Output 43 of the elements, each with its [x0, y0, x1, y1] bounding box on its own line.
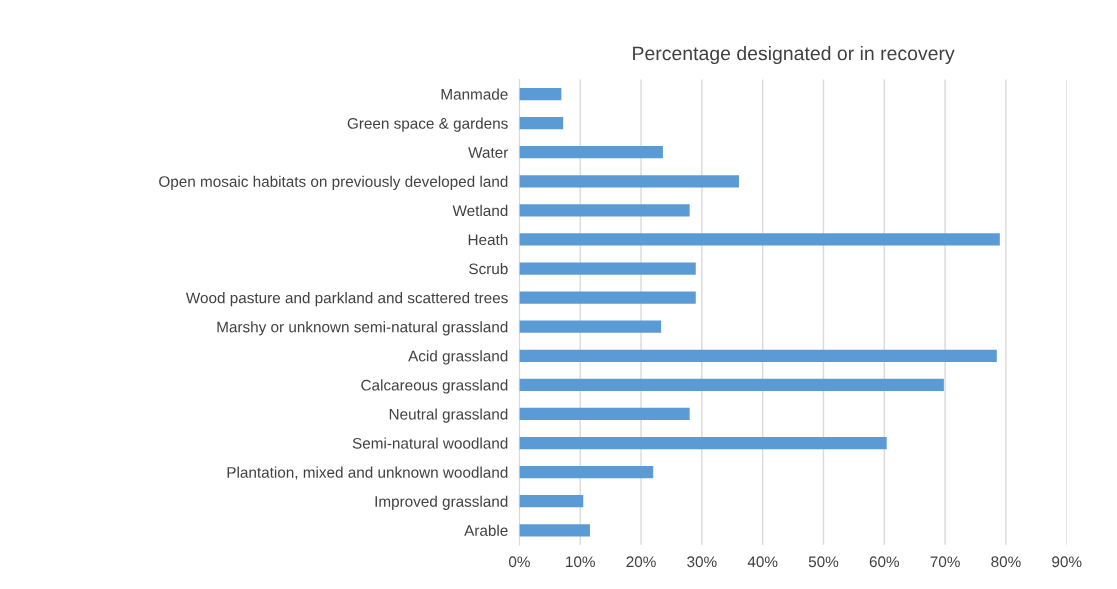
y-tick-label: Plantation, mixed and unknown woodland — [227, 466, 508, 480]
bar — [519, 436, 887, 450]
y-tick-label: Semi-natural woodland — [352, 437, 508, 449]
x-tick-label: 60% — [869, 556, 900, 568]
x-tick-label: 40% — [747, 556, 778, 568]
bar — [519, 378, 944, 391]
x-tick-label: 30% — [687, 556, 717, 568]
y-tick-label: Improved grassland — [375, 495, 508, 510]
x-tick-label: 10% — [566, 556, 595, 568]
y-tick-label: Green space & gardens — [347, 117, 508, 132]
x-tick-label: 90% — [1052, 556, 1082, 568]
y-tick-label: Calcareous grassland — [361, 379, 508, 394]
y-tick-label: Acid grassland — [408, 350, 508, 365]
bar — [519, 204, 690, 217]
bar — [519, 146, 663, 159]
bar — [519, 262, 696, 275]
bar — [519, 320, 662, 333]
y-tick-label: Neutral grassland — [389, 408, 508, 423]
bar — [519, 495, 584, 508]
bar — [519, 87, 562, 101]
y-tick-label: Manmade — [441, 88, 508, 100]
y-tick-label: Wood pasture and parkland and scattered trees — [185, 292, 508, 307]
y-tick-label: Arable — [464, 524, 508, 536]
bar — [519, 407, 690, 421]
y-tick-label: Water — [468, 147, 509, 158]
bar — [519, 117, 564, 130]
y-tick-label: Scrub — [469, 263, 508, 275]
y-tick-label: Wetland — [452, 204, 508, 217]
x-tick-label: 50% — [808, 556, 839, 568]
bar — [519, 524, 590, 537]
x-tick-label: 0% — [508, 556, 530, 568]
y-tick-label: Open mosaic habitats on previously developed land — [159, 175, 508, 191]
chart-title: Percentage designated or in recovery — [633, 45, 955, 65]
bar — [519, 291, 696, 304]
x-tick-label: 70% — [930, 556, 960, 568]
x-tick-label: 20% — [626, 556, 656, 568]
bar — [519, 349, 997, 362]
y-tick-label: Heath — [468, 233, 508, 246]
x-tick-label: 80% — [991, 556, 1021, 568]
bar — [519, 233, 1000, 246]
bar — [519, 466, 654, 479]
y-tick-label: Marshy or unknown semi-natural grassland — [217, 321, 508, 336]
bar — [519, 175, 739, 188]
